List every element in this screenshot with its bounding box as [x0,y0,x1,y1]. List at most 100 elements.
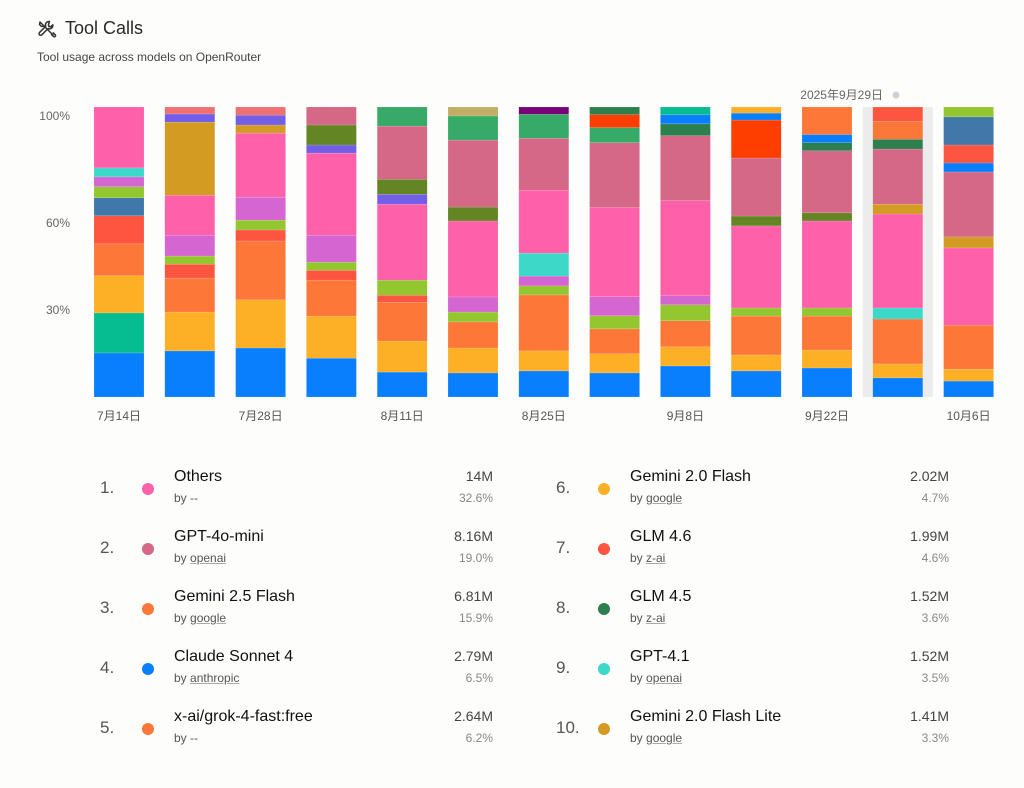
legend-item[interactable]: 7. GLM 4.6 by z-ai 1.99M 4.6% [556,528,956,588]
legend-provider-link[interactable]: z-ai [646,551,666,565]
bar-segment-blue[interactable] [376,371,428,398]
bar-segment-blue[interactable] [235,347,286,398]
bar-segment-orchid[interactable] [518,275,570,287]
bar-9[interactable] [660,106,711,398]
bar-segment-darkgreen[interactable] [660,123,711,136]
bar-segment-amber[interactable] [801,349,853,369]
bar-segment-orchid[interactable] [306,234,357,263]
bar-segment-green[interactable] [376,106,428,127]
bar-segment-orange[interactable] [164,277,216,313]
bar-segment-red[interactable] [376,294,428,303]
bar-segment-mauve[interactable] [730,157,782,217]
bar-segment-amber[interactable] [235,299,286,349]
bar-segment-darkgreen[interactable] [589,106,640,115]
legend-provider-link[interactable]: google [190,611,227,625]
bar-segment-orchid[interactable] [660,295,711,306]
bar-segment-mauve[interactable] [801,150,853,214]
legend-model-name[interactable]: Gemini 2.0 Flash [630,468,751,485]
bar-segment-orange[interactable] [872,318,924,365]
bar-2[interactable] [164,106,216,398]
bar-segment-orchid[interactable] [93,176,145,187]
bar-segment-orange[interactable] [518,294,570,352]
bar-5[interactable] [376,106,428,398]
bar-segment-violet[interactable] [235,114,286,126]
bar-segment-mauve[interactable] [872,148,924,205]
bar-segment-amber[interactable] [447,347,499,374]
bar-segment-orange[interactable] [660,320,711,348]
legend-item[interactable]: 1. Others by -- 14M 32.6% [100,468,500,528]
bar-segment-orchid[interactable] [235,196,286,221]
bar-segment-olive[interactable] [730,215,782,227]
bar-segment-pink[interactable] [730,225,782,309]
legend-item[interactable]: 5. x-ai/grok-4-fast:free by -- 2.64M 6.2% [100,708,500,768]
legend-model-name[interactable]: x-ai/grok-4-fast:free [174,708,313,725]
legend-provider-link[interactable]: openai [190,551,227,565]
bar-segment-lime[interactable] [660,304,711,321]
bar-11[interactable] [801,106,853,398]
bar-segment-lime[interactable] [589,315,640,330]
legend-item[interactable]: 4. Claude Sonnet 4 by anthropic 2.79M 6.5% [100,648,500,708]
bar-segment-lime[interactable] [730,307,782,317]
bar-segment-blue[interactable] [518,370,570,398]
bar-segment-blue[interactable] [801,367,853,398]
bar-segment-amber[interactable] [93,275,145,314]
bar-segment-salmon[interactable] [164,106,216,115]
legend-model-name[interactable]: Gemini 2.0 Flash Lite [630,708,782,725]
legend-item[interactable]: 10. Gemini 2.0 Flash Lite by google 1.41M 3.… [556,708,956,768]
bar-segment-amber[interactable] [518,350,570,372]
legend-model-name[interactable]: GLM 4.6 [630,528,692,545]
bar-segment-pink[interactable] [376,203,428,281]
bar-segment-pink[interactable] [801,220,853,309]
bar-segment-lime[interactable] [306,261,357,271]
legend-model-name[interactable]: GPT-4.1 [630,648,690,665]
bar-segment-emerald[interactable] [93,312,145,354]
bar-segment-lime[interactable] [235,219,286,231]
bar-segment-goldenrod[interactable] [235,124,286,134]
bar-6[interactable] [447,106,499,398]
bar-segment-orange[interactable] [306,279,357,317]
legend-provider-link[interactable]: z-ai [646,611,666,625]
bar-segment-olive[interactable] [376,178,428,195]
bar-segment-lime[interactable] [518,285,570,296]
bar-segment-mauve[interactable] [447,139,499,208]
bar-segment-darkgreen[interactable] [801,142,853,152]
bar-segment-salmon[interactable] [235,106,286,116]
bar-segment-pink[interactable] [660,200,711,297]
bar-segment-amber[interactable] [164,311,216,352]
bar-10[interactable] [730,106,782,398]
legend-provider-link[interactable]: openai [646,671,683,685]
bar-segment-amber[interactable] [730,106,782,114]
bar-segment-orange[interactable] [447,321,499,349]
bar-segment-blue[interactable] [730,370,782,398]
bar-segment-mauve[interactable] [660,135,711,201]
bar-segment-orange[interactable] [943,324,994,370]
bar-segment-purple[interactable] [518,106,570,115]
bar-4[interactable] [306,106,357,398]
bar-segment-orchid[interactable] [589,296,640,317]
bar-segment-lime[interactable] [376,279,428,296]
bar-segment-red[interactable] [235,229,286,242]
bar-segment-pink[interactable] [872,213,924,309]
bar-segment-red[interactable] [306,270,357,281]
legend-model-name[interactable]: GLM 4.5 [630,588,692,605]
bar-segment-pink[interactable] [943,247,994,326]
bar-segment-blue[interactable] [660,365,711,398]
bar-segment-steelblue[interactable] [943,116,994,146]
bar-segment-orchid[interactable] [164,234,216,257]
bar-segment-lime[interactable] [447,311,499,323]
bar-segment-red[interactable] [872,106,924,122]
bar-segment-goldenrod[interactable] [943,236,994,249]
bar-7[interactable] [518,106,570,398]
bar-3[interactable] [235,106,286,398]
bar-segment-blue[interactable] [801,134,853,143]
bar-segment-lime[interactable] [93,186,145,199]
bar-segment-orange[interactable] [872,120,924,140]
bar-segment-green[interactable] [518,114,570,139]
bar-segment-khaki[interactable] [447,106,499,117]
bar-segment-pink[interactable] [164,194,216,236]
bar-segment-amber[interactable] [589,353,640,374]
bar-segment-red[interactable] [93,215,145,245]
bar-segment-emerald[interactable] [660,106,711,116]
bar-segment-blue[interactable] [730,112,782,121]
legend-provider-link[interactable]: google [646,731,683,745]
